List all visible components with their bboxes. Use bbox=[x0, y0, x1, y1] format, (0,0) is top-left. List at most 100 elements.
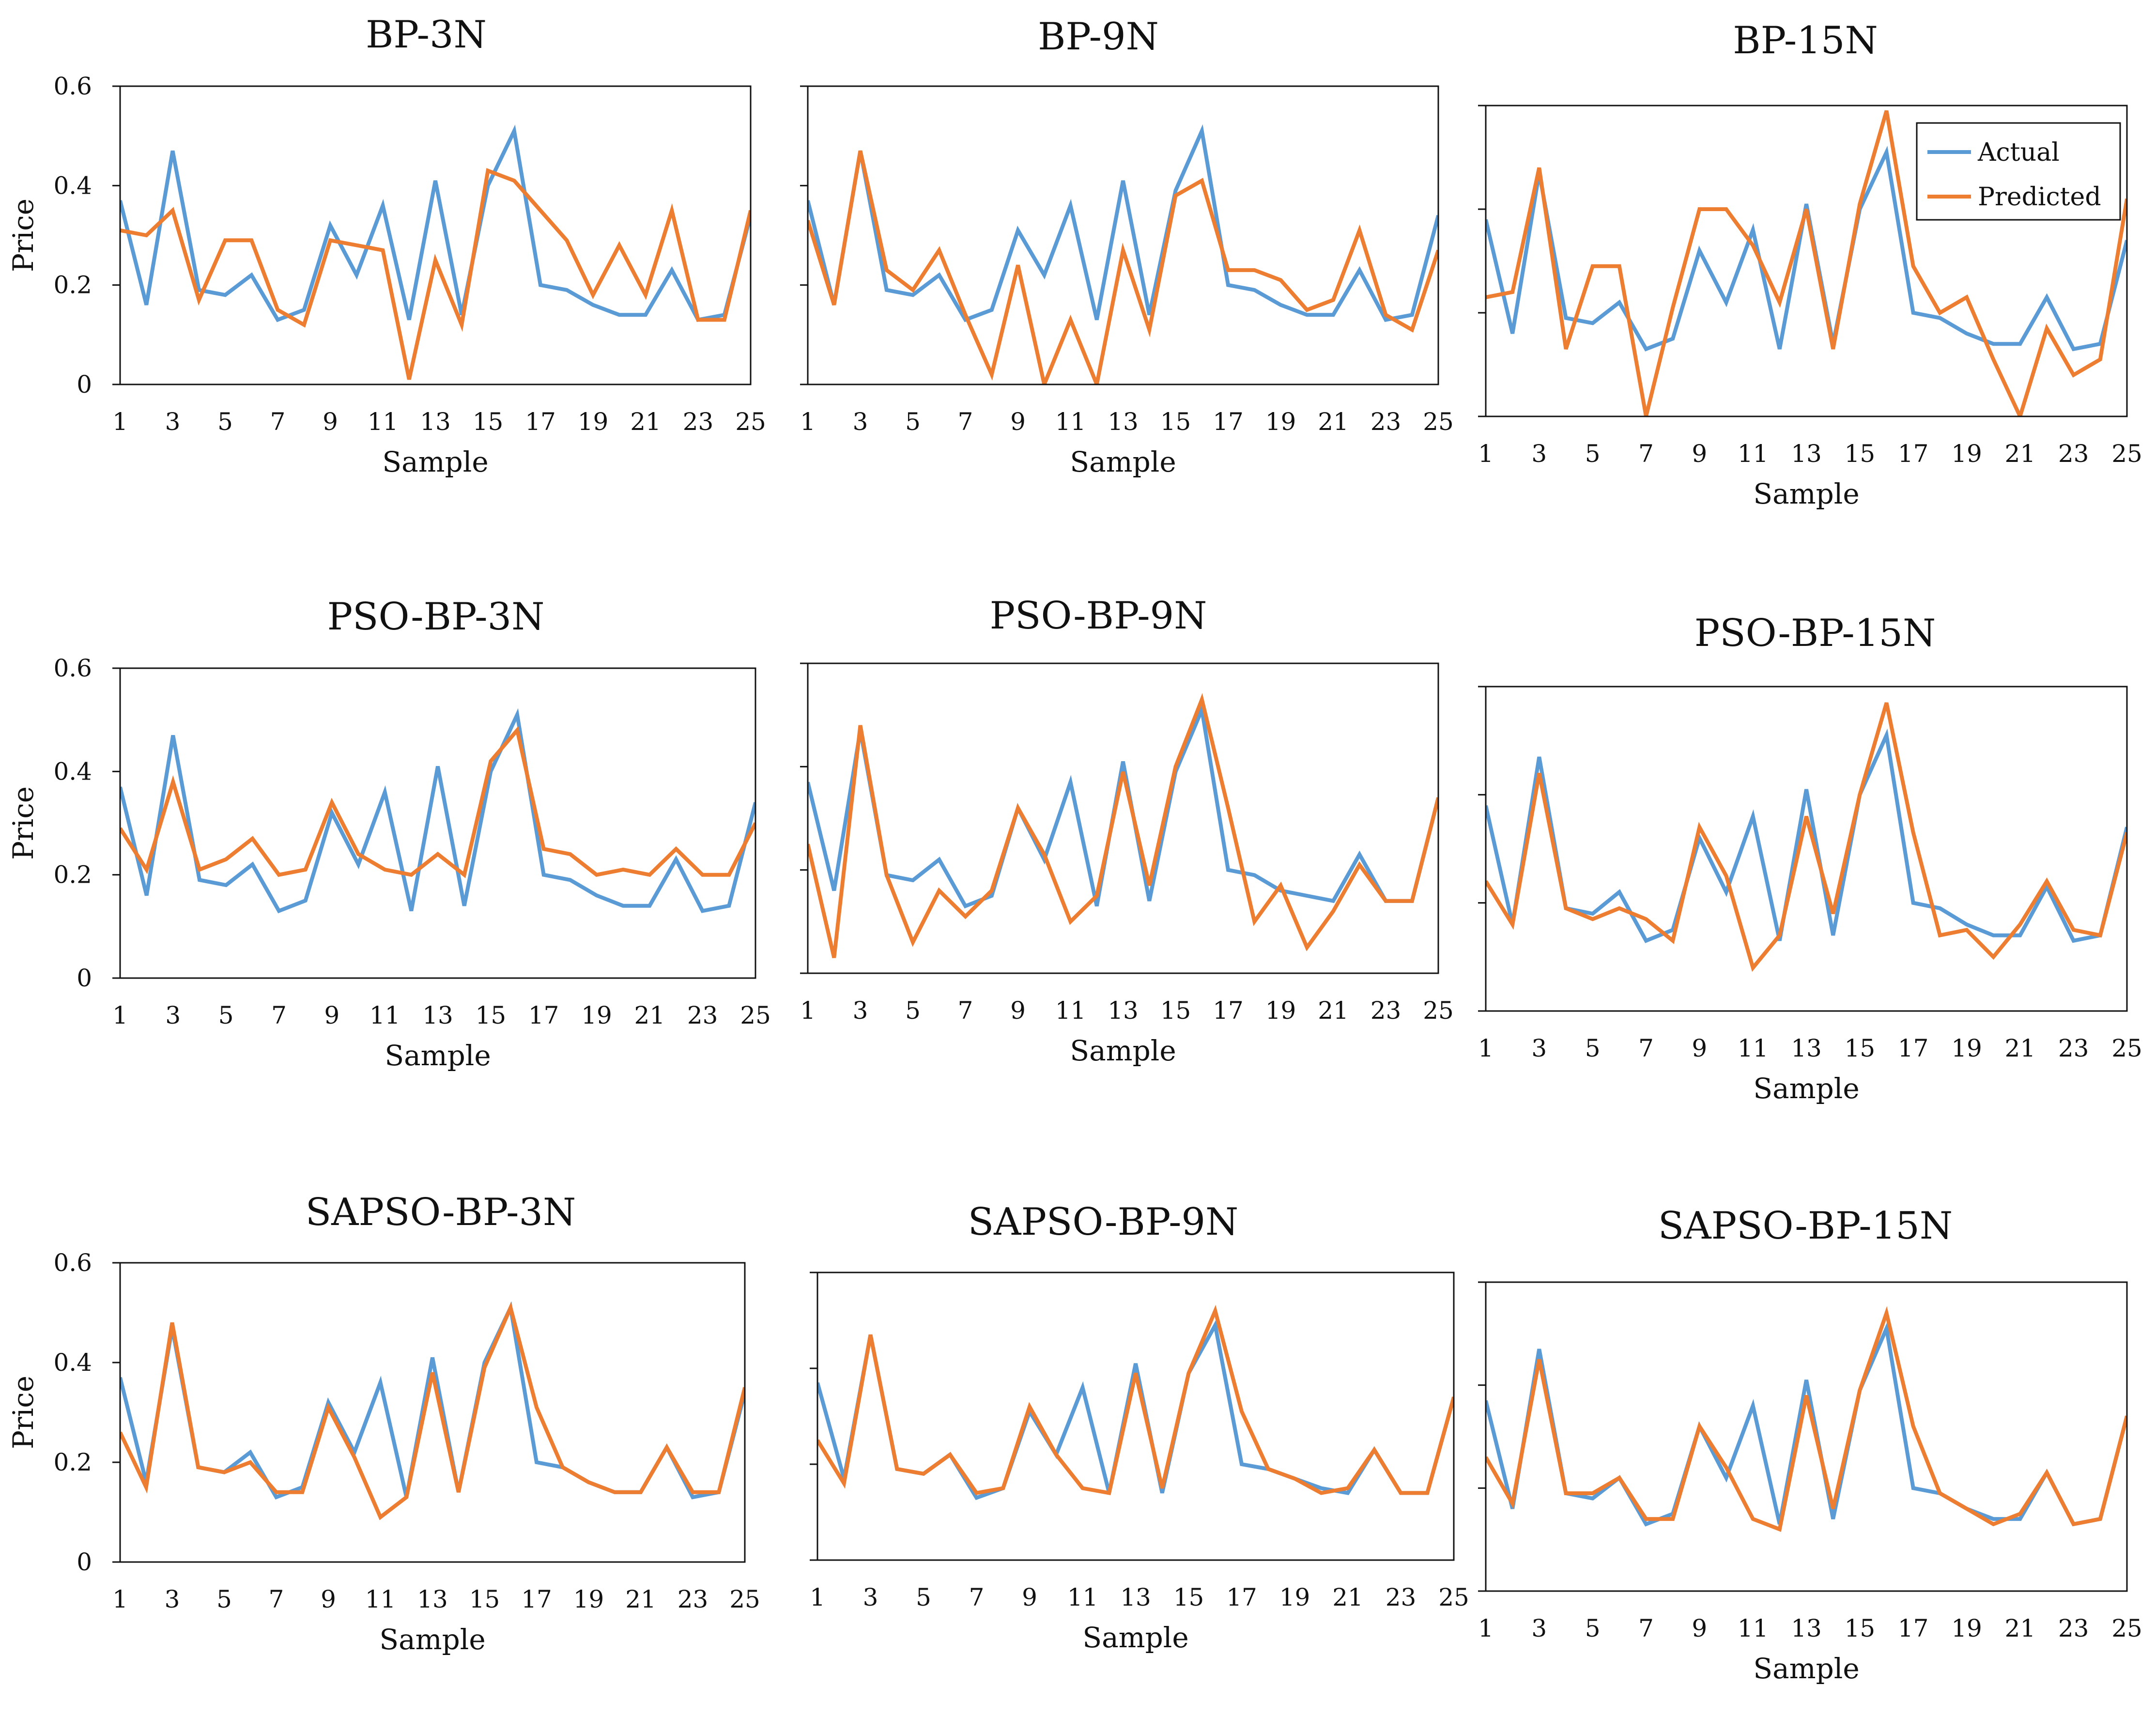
chart-4-xtick-label: 15 bbox=[476, 1001, 507, 1029]
chart-9-xtick-label: 21 bbox=[2005, 1614, 2036, 1642]
chart-6-plot-frame bbox=[1485, 686, 2128, 1012]
chart-4-xtick-label: 23 bbox=[687, 1001, 718, 1029]
chart-8-xtick-label: 19 bbox=[1279, 1583, 1310, 1611]
chart-6-xtick-label: 13 bbox=[1791, 1034, 1822, 1062]
chart-8-xtick-label: 15 bbox=[1173, 1583, 1204, 1611]
chart-2-xtick-label: 17 bbox=[1213, 408, 1244, 436]
chart-6-xtick-label: 3 bbox=[1531, 1034, 1547, 1062]
chart-6-series-predicted bbox=[1486, 702, 2127, 972]
chart-9-xtick-label: 7 bbox=[1638, 1614, 1654, 1642]
chart-5-xtick-label: 9 bbox=[1010, 996, 1026, 1025]
chart-1-xtick-label: 9 bbox=[323, 408, 338, 436]
chart-4-xtick-label: 5 bbox=[218, 1001, 234, 1029]
chart-8-xtick-label: 25 bbox=[1438, 1583, 1469, 1611]
chart-3-plot-frame bbox=[1485, 105, 2128, 417]
chart-5-xtick-label: 3 bbox=[853, 996, 868, 1025]
chart-9-plot-frame bbox=[1485, 1281, 2128, 1592]
chart-5-title: PSO-BP-9N bbox=[990, 594, 1207, 638]
chart-6-xtick-label: 19 bbox=[1951, 1034, 1982, 1062]
chart-2-xtick-label: 9 bbox=[1010, 408, 1026, 436]
chart-8-xtick-label: 3 bbox=[863, 1583, 878, 1611]
chart-2-series-actual bbox=[808, 124, 1438, 322]
chart-6-xtick-label: 11 bbox=[1738, 1034, 1769, 1062]
chart-1-xtick-label: 19 bbox=[578, 408, 609, 436]
chart-7-xtick-label: 3 bbox=[165, 1585, 180, 1613]
chart-8-xtick-label: 17 bbox=[1226, 1583, 1257, 1611]
chart-1-xtick-label: 15 bbox=[473, 408, 504, 436]
chart-8-title: SAPSO-BP-9N bbox=[968, 1200, 1239, 1244]
chart-9-xtick-label: 5 bbox=[1585, 1614, 1601, 1642]
chart-3-xtick-label: 3 bbox=[1531, 440, 1547, 468]
chart-2-xtick-label: 1 bbox=[800, 408, 816, 436]
chart-7-xtick-label: 19 bbox=[573, 1585, 604, 1613]
chart-8-series-predicted bbox=[817, 1304, 1454, 1496]
chart-3-title: BP-15N bbox=[1733, 19, 1878, 62]
chart-2-xtick-label: 3 bbox=[853, 408, 868, 436]
chart-3-xtick-label: 23 bbox=[2058, 440, 2089, 468]
chart-7-series-predicted bbox=[120, 1302, 745, 1520]
chart-3-xtick-label: 7 bbox=[1638, 440, 1654, 468]
chart-9-xtick-label: 23 bbox=[2058, 1614, 2089, 1642]
chart-3-xtick-label: 17 bbox=[1898, 440, 1929, 468]
chart-6-xtick-label: 23 bbox=[2058, 1034, 2089, 1062]
chart-1-xtick-label: 11 bbox=[368, 408, 399, 436]
chart-1-xtick-label: 17 bbox=[525, 408, 556, 436]
chart-3-xtick-label: 15 bbox=[1845, 440, 1876, 468]
chart-2-xtick-label: 5 bbox=[905, 408, 921, 436]
chart-3-xtick-label: 9 bbox=[1692, 440, 1707, 468]
chart-8-xtick-label: 5 bbox=[916, 1583, 931, 1611]
chart-6-xtick-label: 1 bbox=[1478, 1034, 1494, 1062]
chart-7-xtick-label: 9 bbox=[321, 1585, 336, 1613]
chart-5-xtick-label: 13 bbox=[1108, 996, 1139, 1025]
chart-5-xtick-label: 5 bbox=[905, 996, 921, 1025]
chart-2-xtick-label: 15 bbox=[1160, 408, 1191, 436]
chart-4-ytick-label: 0.6 bbox=[53, 654, 92, 682]
chart-7-xtick-label: 1 bbox=[112, 1585, 128, 1613]
chart-7-xtick-label: 11 bbox=[365, 1585, 396, 1613]
chart-4-xtick-label: 11 bbox=[370, 1001, 400, 1029]
chart-9-xtick-label: 9 bbox=[1692, 1614, 1707, 1642]
chart-6-title: PSO-BP-15N bbox=[1694, 612, 1936, 655]
chart-6-xtick-label: 7 bbox=[1638, 1034, 1654, 1062]
chart-2-series-predicted bbox=[808, 150, 1438, 384]
chart-1-xtick-label: 13 bbox=[420, 408, 451, 436]
chart-3-xtick-label: 25 bbox=[2111, 440, 2142, 468]
chart-8-plot-frame bbox=[816, 1272, 1455, 1561]
chart-7-xtick-label: 23 bbox=[678, 1585, 708, 1613]
chart-1-ylabel: Price bbox=[7, 199, 40, 272]
chart-2-xlabel: Sample bbox=[1070, 445, 1176, 478]
chart-1-title: BP-3N bbox=[366, 13, 487, 57]
chart-3-xtick-label: 1 bbox=[1478, 440, 1494, 468]
chart-4-xtick-label: 21 bbox=[634, 1001, 665, 1029]
chart-7-xtick-label: 13 bbox=[417, 1585, 448, 1613]
chart-1-series-actual bbox=[120, 124, 751, 322]
chart-9-xtick-label: 15 bbox=[1845, 1614, 1876, 1642]
chart-1-plot-frame bbox=[119, 85, 752, 385]
chart-7-xlabel: Sample bbox=[379, 1623, 485, 1656]
chart-4-xtick-label: 19 bbox=[581, 1001, 612, 1029]
chart-1-xtick-label: 5 bbox=[217, 408, 233, 436]
chart-8-xtick-label: 21 bbox=[1332, 1583, 1363, 1611]
chart-7-ytick-label: 0.4 bbox=[53, 1348, 92, 1377]
chart-1-xtick-label: 25 bbox=[735, 408, 766, 436]
chart-5-xtick-label: 15 bbox=[1160, 996, 1191, 1025]
chart-5-xtick-label: 21 bbox=[1318, 996, 1349, 1025]
chart-7-ytick-label: 0.2 bbox=[53, 1448, 92, 1476]
chart-2-xtick-label: 7 bbox=[958, 408, 973, 436]
chart-7-title: SAPSO-BP-3N bbox=[306, 1191, 576, 1234]
chart-4-xtick-label: 9 bbox=[324, 1001, 339, 1029]
chart-9-xtick-label: 19 bbox=[1951, 1614, 1982, 1642]
chart-5-xtick-label: 19 bbox=[1265, 996, 1296, 1025]
chart-6-xtick-label: 17 bbox=[1898, 1034, 1929, 1062]
chart-6-series-actual bbox=[1486, 728, 2127, 943]
chart-4-xlabel: Sample bbox=[385, 1039, 491, 1072]
chart-9-xtick-label: 25 bbox=[2111, 1614, 2142, 1642]
chart-3-xtick-label: 11 bbox=[1738, 440, 1769, 468]
chart-5-plot-frame bbox=[807, 662, 1439, 974]
chart-4-xtick-label: 1 bbox=[112, 1001, 128, 1029]
chart-1-xtick-label: 7 bbox=[270, 408, 286, 436]
chart-6-xtick-label: 25 bbox=[2111, 1034, 2142, 1062]
chart-7-xtick-label: 25 bbox=[729, 1585, 760, 1613]
chart-5-xtick-label: 1 bbox=[800, 996, 816, 1025]
